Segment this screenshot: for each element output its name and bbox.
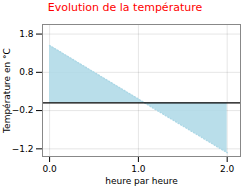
svg-text:0.0: 0.0 <box>42 164 57 174</box>
svg-text:−0.2: −0.2 <box>12 105 34 115</box>
svg-text:Température en °C: Température en °C <box>2 48 12 134</box>
svg-text:0.8: 0.8 <box>19 67 34 77</box>
html-text:Evolution de la température: Evolution de la température <box>47 1 203 14</box>
svg-text:1.0: 1.0 <box>131 164 146 174</box>
svg-text:heure par heure: heure par heure <box>105 176 178 186</box>
svg-text:2.0: 2.0 <box>220 164 235 174</box>
svg-text:1.8: 1.8 <box>19 29 34 39</box>
svg-text:−1.2: −1.2 <box>12 144 34 154</box>
